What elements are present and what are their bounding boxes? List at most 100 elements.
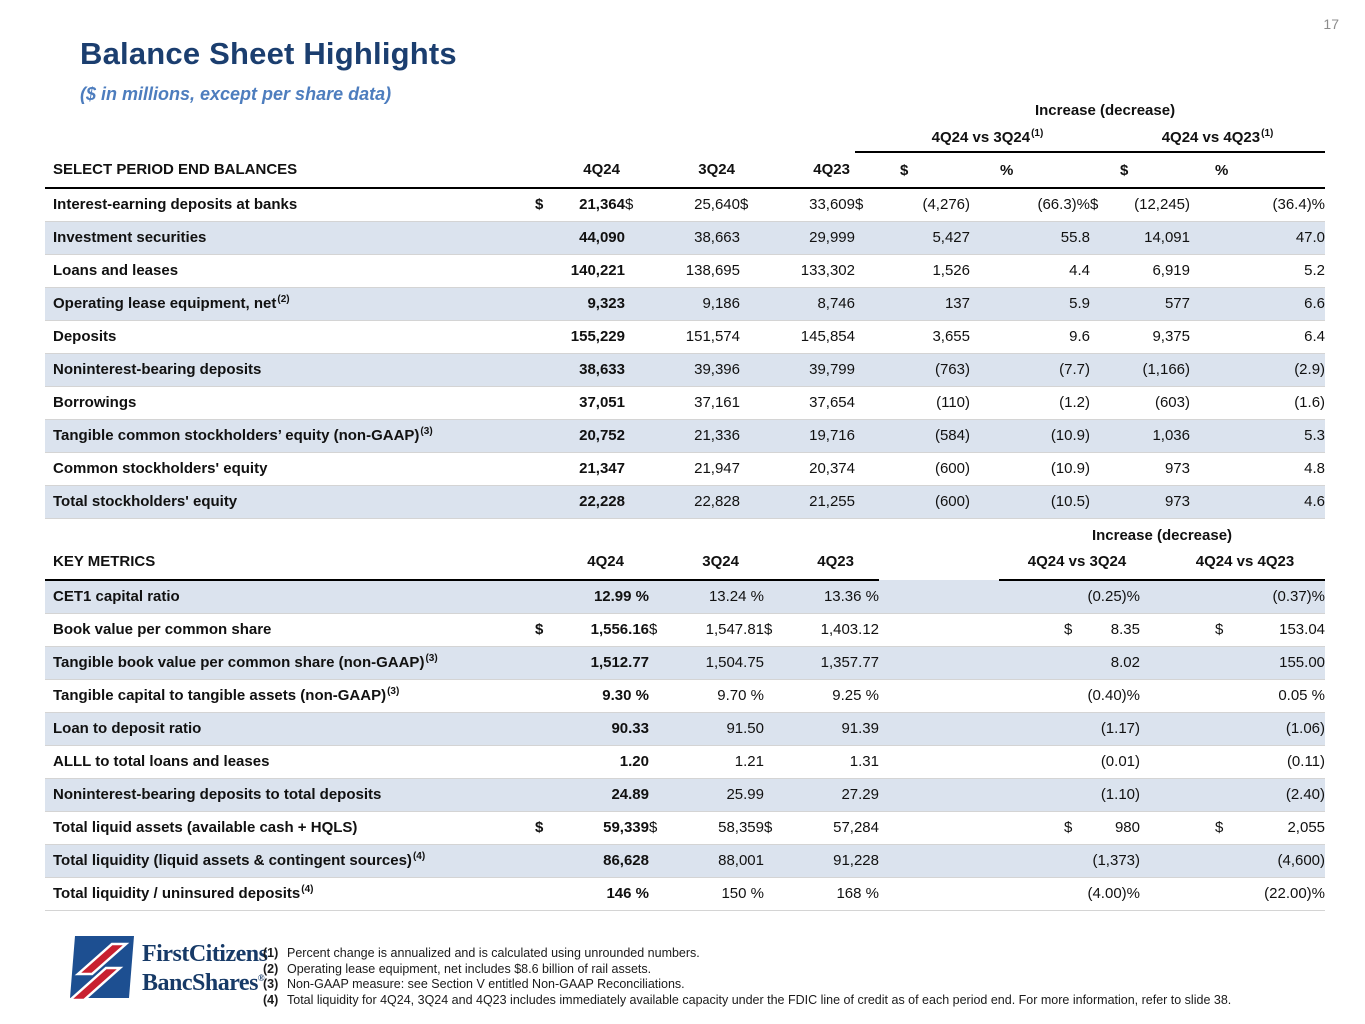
row-footnote-ref: (3): [420, 426, 433, 437]
currency-chg-y: [1090, 221, 1107, 255]
row-label-text: Noninterest-bearing deposits to total de…: [53, 786, 382, 803]
value-chg-q-pct: (1.2): [970, 386, 1090, 420]
spacer: [999, 679, 1054, 713]
page-number: 17: [1323, 16, 1339, 32]
value-chg-q-dollar: (4,276): [888, 188, 970, 222]
currency-4q24: [535, 386, 559, 420]
row-label: Total liquid assets (available cash + HQ…: [45, 811, 535, 845]
value-chg-q: (4.00)%: [1080, 877, 1140, 911]
currency-chg-q: [855, 221, 888, 255]
value-chg-q: (1,373): [1080, 844, 1140, 878]
currency-3q24: $: [649, 811, 675, 845]
value-4q24: 9,323: [559, 287, 625, 321]
value-4q24: 21,347: [559, 452, 625, 486]
value-chg-y-pct: 5.3: [1190, 419, 1326, 453]
currency-chg-q: $: [1054, 613, 1080, 647]
currency-4q24: [535, 287, 559, 321]
currency-4q23: [764, 778, 790, 812]
row-label: Interest-earning deposits at banks: [45, 188, 535, 222]
spacer: [879, 712, 999, 746]
currency-3q24: [625, 320, 653, 354]
value-chg-q-pct: (10.5): [970, 485, 1090, 519]
value-chg-q: (1.10): [1080, 778, 1140, 812]
currency-4q23: [740, 254, 768, 288]
currency-3q24: [649, 580, 675, 614]
page-subtitle: ($ in millions, except per share data): [80, 84, 392, 104]
row-label: Investment securities: [45, 221, 535, 255]
value-4q23: 29,999: [768, 221, 855, 255]
footnote-marker: (4): [263, 992, 279, 1007]
value-chg-q-dollar: 3,655: [888, 320, 970, 354]
vs1-label: 4Q24 vs 3Q24: [931, 129, 1031, 146]
currency-chg-y: [1140, 580, 1230, 614]
currency-4q23: [740, 320, 768, 354]
value-chg-q-pct: 5.9: [970, 287, 1090, 321]
currency-4q24: [535, 877, 559, 911]
table-row: Tangible common stockholders’ equity (no…: [45, 419, 1326, 453]
spacer: [879, 745, 999, 779]
table-row: Operating lease equipment, net(2) 9,323 …: [45, 287, 1326, 321]
value-chg-y: (4,600): [1230, 844, 1326, 878]
currency-chg-q: [855, 320, 888, 354]
value-chg-y-dollar: 6,919: [1107, 254, 1190, 288]
currency-chg-y: $: [1090, 188, 1107, 222]
value-3q24: 25.99: [675, 778, 764, 812]
value-3q24: 1,504.75: [675, 646, 764, 680]
currency-chg-q: [855, 485, 888, 519]
row-label-text: Tangible book value per common share (no…: [53, 654, 425, 671]
currency-4q23: [740, 386, 768, 420]
value-3q24: 1,547.81: [675, 613, 764, 647]
table-row: ALLL to total loans and leases 1.20 1.21…: [45, 745, 1326, 779]
vs2-footnote-ref: (1): [1261, 128, 1274, 139]
footnote-text: Non-GAAP measure: see Section V entitled…: [287, 977, 685, 991]
spacer: [879, 646, 999, 680]
footnotes: (1) Percent change is annualized and is …: [263, 946, 1231, 1008]
value-4q24: 146 %: [559, 877, 649, 911]
vs2-label: 4Q24 vs 4Q23: [1161, 129, 1261, 146]
value-chg-y-dollar: 577: [1107, 287, 1190, 321]
row-label-text: Investment securities: [53, 229, 207, 246]
value-chg-y-pct: (36.4)%: [1190, 188, 1326, 222]
value-3q24: 138,695: [653, 254, 740, 288]
table-row: Loan to deposit ratio 90.33 91.50 91.39 …: [45, 712, 1326, 746]
value-chg-y-dollar: 14,091: [1107, 221, 1190, 255]
currency-chg-q: [1054, 646, 1080, 680]
value-chg-y: (2.40): [1230, 778, 1326, 812]
value-4q23: 57,284: [790, 811, 879, 845]
value-chg-q-pct: (66.3)%: [970, 188, 1090, 222]
currency-chg-y: [1090, 287, 1107, 321]
currency-chg-q: [855, 452, 888, 486]
value-3q24: 22,828: [653, 485, 740, 519]
value-chg-q-pct: 9.6: [970, 320, 1090, 354]
value-chg-q-pct: 55.8: [970, 221, 1090, 255]
value-4q24: 20,752: [559, 419, 625, 453]
currency-chg-y: [1090, 419, 1107, 453]
footnote: (3) Non-GAAP measure: see Section V enti…: [263, 977, 1231, 993]
row-label: Operating lease equipment, net(2): [45, 287, 535, 321]
currency-4q24: [535, 745, 559, 779]
value-chg-q-pct: 4.4: [970, 254, 1090, 288]
currency-3q24: [625, 287, 653, 321]
row-label: Deposits: [45, 320, 535, 354]
spacer: [879, 613, 999, 647]
row-label-text: Loan to deposit ratio: [53, 720, 202, 737]
value-4q23: 168 %: [790, 877, 879, 911]
footnote-text: Percent change is annualized and is calc…: [287, 946, 700, 960]
currency-chg-q: [855, 419, 888, 453]
currency-chg-q: [855, 353, 888, 387]
value-4q24: 12.99 %: [559, 580, 649, 614]
spacer: [999, 712, 1054, 746]
value-chg-y-pct: 6.6: [1190, 287, 1326, 321]
value-chg-y-pct: 5.2: [1190, 254, 1326, 288]
row-label: Borrowings: [45, 386, 535, 420]
value-4q23: 8,746: [768, 287, 855, 321]
table-row: Common stockholders' equity 21,347 21,94…: [45, 452, 1326, 486]
currency-4q23: [764, 580, 790, 614]
value-3q24: 1.21: [675, 745, 764, 779]
value-3q24: 88,001: [675, 844, 764, 878]
currency-3q24: [625, 452, 653, 486]
table-row: Noninterest-bearing deposits to total de…: [45, 778, 1326, 812]
table-row: Book value per common share $ 1,556.16 $…: [45, 613, 1326, 647]
increase-decrease-label: Increase (decrease): [1091, 527, 1233, 544]
value-3q24: 9.70 %: [675, 679, 764, 713]
